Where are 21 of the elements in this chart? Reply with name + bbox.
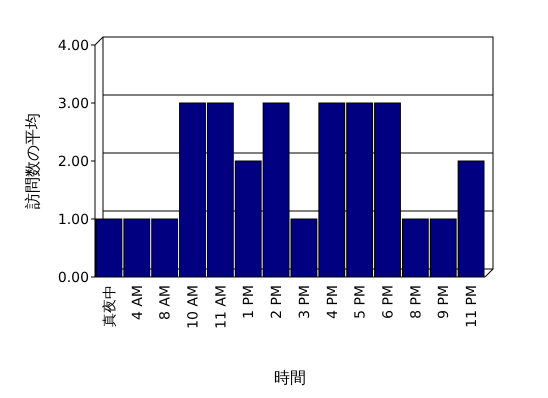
x-tick-label: 6 PM (380, 285, 396, 319)
y-tick-label: 1.00 (58, 212, 89, 228)
x-tick-label: 11 PM (464, 285, 480, 328)
x-tick-label: 4 PM (324, 285, 341, 319)
y-tick-label: 3.00 (58, 96, 89, 112)
x-tick-label: 8 AM (158, 285, 174, 320)
y-tick-label: 4.00 (58, 38, 89, 54)
x-tick-label: 8 PM (408, 285, 424, 319)
x-tick-label: 10 AM (186, 285, 202, 329)
x-tick-label: 9 PM (436, 285, 452, 319)
x-tick-label: 4 AM (130, 285, 146, 320)
x-tick-label: 2 PM (269, 285, 286, 319)
x-tick-label: 3 PM (296, 285, 313, 319)
y-axis-title: 訪問数の平均 (23, 113, 42, 209)
x-axis-title: 時間 (274, 368, 306, 387)
x-tick-label: 5 PM (352, 285, 369, 319)
y-tick-label: 2.00 (58, 154, 89, 170)
x-tick-label: 真夜中 (102, 285, 118, 327)
y-tick-label: 0.00 (58, 270, 89, 286)
x-tick-label: 11 AM (213, 285, 230, 329)
x-tick-label: 1 PM (241, 285, 258, 319)
